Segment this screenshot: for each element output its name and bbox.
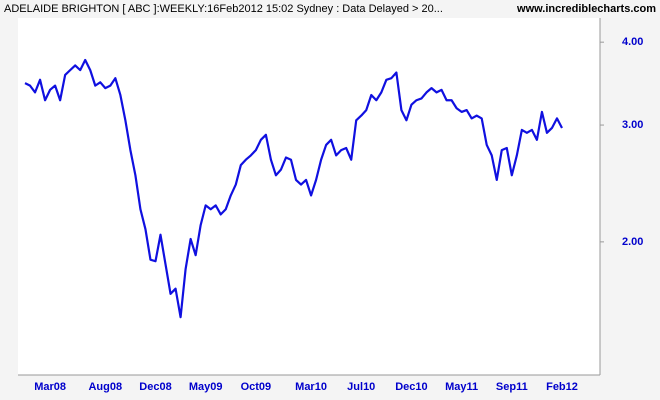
price-line <box>24 58 563 319</box>
y-tick-label: 2.00 <box>622 236 643 248</box>
x-tick-label: Oct09 <box>241 381 272 393</box>
x-tick-label: Aug08 <box>88 381 122 393</box>
chart-title: ADELAIDE BRIGHTON [ ABC ]:WEEKLY:16Feb20… <box>4 3 443 15</box>
source: www.incrediblecharts.com <box>516 3 656 15</box>
x-tick-label: Sep11 <box>496 381 528 393</box>
x-tick-label: May11 <box>445 381 478 393</box>
y-tick-label: 4.00 <box>622 36 643 48</box>
x-tick-label: Jul10 <box>347 381 375 393</box>
x-tick-label: Dec10 <box>395 381 427 393</box>
plot-area <box>18 18 600 375</box>
y-tick-label: 3.00 <box>622 119 643 131</box>
x-tick-label: Mar10 <box>295 381 327 393</box>
x-tick-label: Mar08 <box>34 381 66 393</box>
x-tick-label: May09 <box>189 381 223 393</box>
x-tick-label: Dec08 <box>139 381 171 393</box>
x-tick-label: Feb12 <box>546 381 578 393</box>
